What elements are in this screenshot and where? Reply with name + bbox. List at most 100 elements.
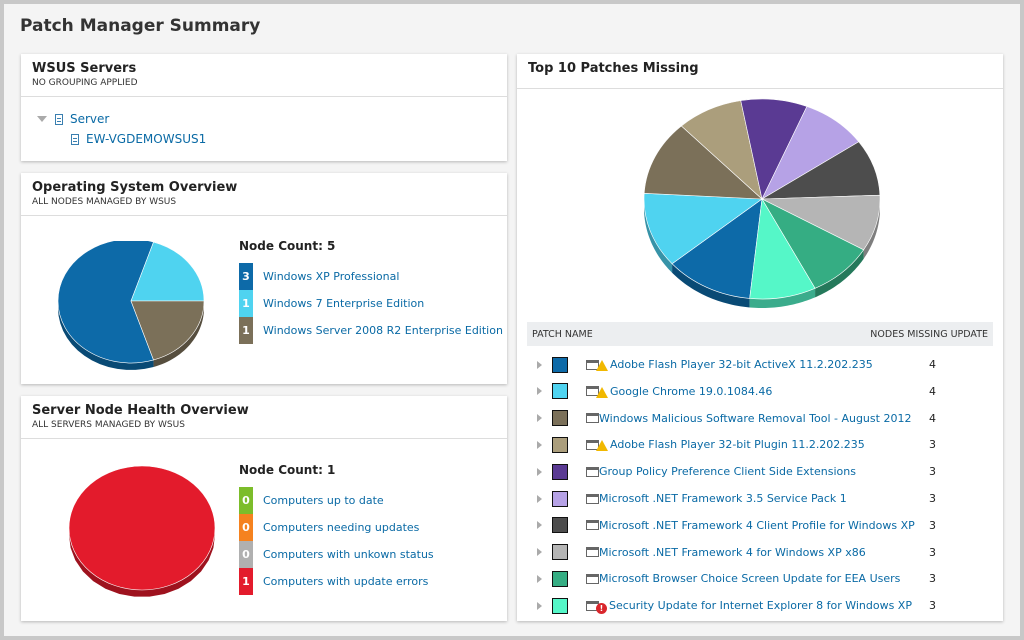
pie-slice[interactable] bbox=[57, 241, 154, 364]
expand-icon[interactable] bbox=[537, 467, 542, 476]
expand-icon[interactable] bbox=[537, 414, 542, 423]
pie-slice[interactable] bbox=[130, 241, 205, 302]
patch-link[interactable]: Microsoft .NET Framework 4 Client Profil… bbox=[599, 518, 915, 532]
legend-item[interactable]: 0 Computers up to date bbox=[239, 487, 434, 514]
pie-slice[interactable] bbox=[671, 198, 763, 299]
legend-count: 0 bbox=[239, 514, 253, 541]
collapse-icon[interactable] bbox=[37, 116, 47, 122]
table-row: Microsoft .NET Framework 4 for Windows X… bbox=[527, 539, 993, 566]
legend-count: 0 bbox=[239, 541, 253, 568]
legend-label[interactable]: Windows Server 2008 R2 Enterprise Editio… bbox=[263, 324, 503, 337]
expand-icon[interactable] bbox=[537, 387, 542, 396]
legend-item[interactable]: 1 Windows Server 2008 R2 Enterprise Editi… bbox=[239, 317, 503, 344]
legend-count: 1 bbox=[239, 317, 253, 344]
legend-item[interactable]: 1 Computers with update errors bbox=[239, 568, 434, 595]
color-swatch bbox=[552, 570, 568, 587]
legend-count: 3 bbox=[239, 263, 253, 290]
panel-subtitle: ALL SERVERS MANAGED BY WSUS bbox=[32, 420, 185, 430]
legend-label[interactable]: Windows XP Professional bbox=[263, 270, 400, 283]
legend-label[interactable]: Computers with unkown status bbox=[263, 548, 434, 561]
missing-count: 3 bbox=[929, 572, 936, 586]
os-overview-panel: Operating System Overview ALL NODES MANAG… bbox=[21, 173, 507, 384]
pie-slice[interactable] bbox=[68, 465, 216, 591]
missing-count: 3 bbox=[929, 545, 936, 559]
patch-package-icon bbox=[586, 413, 599, 424]
table-row: ! Security Update for Internet Explorer 8… bbox=[527, 592, 993, 619]
patch-package-icon bbox=[586, 466, 599, 477]
legend-label[interactable]: Windows 7 Enterprise Edition bbox=[263, 297, 425, 310]
patch-link[interactable]: Group Policy Preference Client Side Exte… bbox=[599, 465, 856, 479]
panel-subtitle: NO GROUPING APPLIED bbox=[32, 78, 138, 88]
panel-title: Operating System Overview bbox=[32, 180, 238, 195]
table-row: Microsoft Browser Choice Screen Update f… bbox=[527, 565, 993, 592]
wsus-servers-panel: WSUS Servers NO GROUPING APPLIED Server E… bbox=[21, 54, 507, 161]
patches-pie-chart bbox=[643, 98, 881, 308]
expand-icon[interactable] bbox=[537, 360, 542, 369]
expand-icon[interactable] bbox=[537, 521, 542, 530]
pie-slice-side bbox=[672, 263, 750, 308]
pie-slice[interactable] bbox=[749, 198, 816, 300]
panel-title: Server Node Health Overview bbox=[32, 403, 249, 418]
legend-label[interactable]: Computers needing updates bbox=[263, 521, 420, 534]
col-nodes-missing[interactable]: NODES MISSING UPDATE bbox=[870, 328, 988, 340]
pie-slice-side bbox=[863, 195, 880, 259]
color-swatch bbox=[552, 517, 568, 534]
color-swatch bbox=[552, 436, 568, 453]
patch-package-icon bbox=[586, 520, 599, 531]
pie-slice[interactable] bbox=[643, 192, 763, 265]
pie-slice[interactable] bbox=[130, 300, 205, 361]
patch-link[interactable]: Microsoft .NET Framework 3.5 Service Pac… bbox=[599, 492, 847, 505]
panel-subtitle: ALL NODES MANAGED BY WSUS bbox=[32, 197, 177, 207]
patch-link[interactable]: Microsoft .NET Framework 4 for Windows X… bbox=[599, 545, 866, 559]
pie-slice-side bbox=[153, 301, 204, 367]
server-group-link[interactable]: Server bbox=[70, 112, 110, 126]
legend-count: 1 bbox=[239, 568, 253, 595]
color-swatch bbox=[552, 490, 568, 507]
error-icon: ! bbox=[596, 603, 607, 615]
legend-item[interactable]: 0 Computers with unkown status bbox=[239, 541, 434, 568]
color-swatch bbox=[552, 356, 568, 373]
color-swatch bbox=[552, 383, 568, 400]
patch-link[interactable]: Microsoft Browser Choice Screen Update f… bbox=[599, 572, 901, 586]
node-count: Node Count: 1 bbox=[239, 463, 336, 477]
color-swatch bbox=[552, 544, 568, 561]
expand-icon[interactable] bbox=[537, 601, 542, 610]
warning-icon bbox=[596, 360, 608, 371]
health-overview-panel: Server Node Health Overview ALL SERVERS M… bbox=[21, 396, 507, 621]
legend-item[interactable]: 1 Windows 7 Enterprise Edition bbox=[239, 290, 503, 317]
col-patch-name[interactable]: PATCH NAME bbox=[532, 328, 593, 340]
warning-icon bbox=[596, 440, 608, 452]
patch-link[interactable]: Windows Malicious Software Removal Tool … bbox=[599, 411, 912, 425]
legend-label[interactable]: Computers with update errors bbox=[263, 575, 429, 588]
expand-icon[interactable] bbox=[537, 574, 542, 583]
patch-link[interactable]: Adobe Flash Player 32-bit ActiveX 11.2.2… bbox=[610, 358, 873, 371]
node-count: Node Count: 5 bbox=[239, 239, 336, 253]
patch-link[interactable]: Adobe Flash Player 32-bit Plugin 11.2.20… bbox=[610, 438, 865, 452]
expand-icon[interactable] bbox=[537, 494, 542, 503]
server-icon bbox=[71, 133, 79, 145]
server-link[interactable]: EW-VGDEMOWSUS1 bbox=[86, 132, 207, 146]
legend-item[interactable]: 3 Windows XP Professional bbox=[239, 263, 503, 290]
patch-package-icon bbox=[586, 573, 599, 584]
missing-count: 3 bbox=[929, 518, 936, 532]
missing-count: 3 bbox=[929, 492, 936, 505]
table-header: PATCH NAME NODES MISSING UPDATE bbox=[527, 322, 993, 346]
table-row: Group Policy Preference Client Side Exte… bbox=[527, 458, 993, 485]
table-row: Adobe Flash Player 32-bit ActiveX 11.2.2… bbox=[527, 351, 993, 378]
legend-item[interactable]: 0 Computers needing updates bbox=[239, 514, 434, 541]
pie-slice-side bbox=[815, 249, 864, 298]
patch-link[interactable]: Security Update for Internet Explorer 8 … bbox=[609, 599, 912, 613]
table-row: Windows Malicious Software Removal Tool … bbox=[527, 405, 993, 432]
table-row: Microsoft .NET Framework 4 Client Profil… bbox=[527, 512, 993, 539]
warning-icon bbox=[596, 386, 608, 398]
pie-slice-side bbox=[749, 288, 816, 308]
expand-icon[interactable] bbox=[537, 548, 542, 557]
pie-slice[interactable] bbox=[643, 125, 763, 200]
panel-title: Top 10 Patches Missing bbox=[528, 61, 699, 76]
health-pie-chart bbox=[68, 465, 216, 597]
color-swatch bbox=[552, 463, 568, 480]
legend-label[interactable]: Computers up to date bbox=[263, 494, 384, 507]
table-row: Adobe Flash Player 32-bit Plugin 11.2.20… bbox=[527, 431, 993, 458]
patch-link[interactable]: Google Chrome 19.0.1084.46 bbox=[610, 384, 773, 398]
expand-icon[interactable] bbox=[537, 440, 542, 449]
